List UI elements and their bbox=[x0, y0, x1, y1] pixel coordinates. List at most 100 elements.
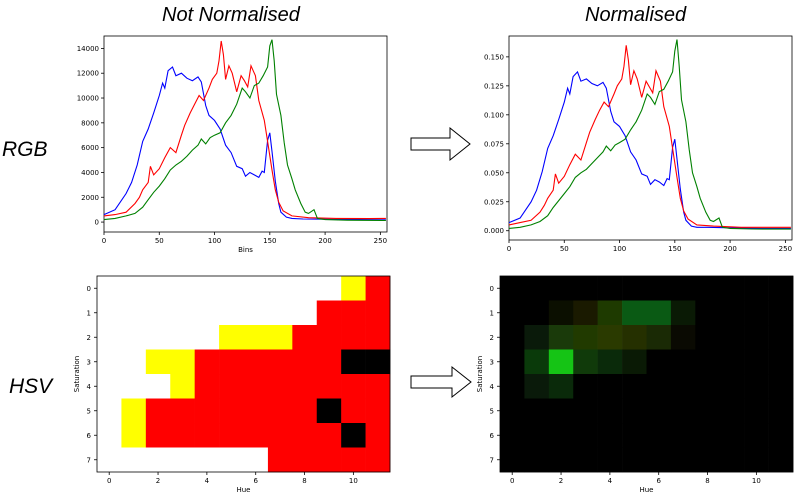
heatmap-cell bbox=[365, 423, 391, 448]
heatmap-cell bbox=[597, 349, 623, 375]
y-tick-label: 4000 bbox=[81, 169, 99, 177]
x-tick-label: 4 bbox=[205, 477, 210, 485]
x-axis-label: Bins bbox=[238, 246, 253, 254]
y-tick-label: 6 bbox=[490, 432, 495, 440]
y-tick-label: 0.150 bbox=[484, 53, 504, 61]
heatmap-cell bbox=[243, 276, 269, 301]
x-tick-label: 6 bbox=[253, 477, 258, 485]
heatmap-cell bbox=[597, 423, 623, 448]
x-tick-label: 10 bbox=[349, 477, 358, 485]
x-tick-label: 250 bbox=[779, 245, 792, 253]
heatmap-cell bbox=[121, 374, 147, 399]
heatmap-cell bbox=[524, 398, 550, 424]
x-tick-label: 50 bbox=[155, 237, 164, 245]
y-tick-label: 4 bbox=[87, 383, 92, 391]
heatmap-cell bbox=[194, 374, 220, 399]
heatmap-cell bbox=[292, 398, 318, 424]
heatmap-cell bbox=[341, 349, 366, 375]
heatmap-cell bbox=[768, 325, 794, 350]
heatmap-cell bbox=[316, 325, 342, 350]
x-tick-label: 2 bbox=[156, 477, 160, 485]
hsv-heatmap-normalised: 0 2 4 6 8 10 0 1 2 3 4 5 6 7 Hue Saturation bbox=[476, 275, 794, 494]
heatmap-cell bbox=[267, 276, 293, 301]
heatmap-cell bbox=[695, 398, 721, 424]
heatmap-cell bbox=[219, 276, 244, 301]
heatmap-cell bbox=[695, 423, 721, 448]
heatmap-cell bbox=[194, 423, 220, 448]
x-tick-label: 250 bbox=[374, 237, 387, 245]
heatmap-cell bbox=[121, 300, 147, 326]
heatmap-cell bbox=[194, 447, 220, 473]
heatmap-cell bbox=[622, 325, 647, 350]
y-tick-label: 0.025 bbox=[484, 198, 504, 206]
heatmap-cell bbox=[719, 276, 745, 301]
heatmap-cell bbox=[145, 423, 171, 448]
heatmap-cell bbox=[341, 374, 366, 399]
heatmap-cell bbox=[243, 374, 269, 399]
heatmap-cell bbox=[573, 398, 598, 424]
heatmap-cell bbox=[365, 300, 391, 326]
x-tick-label: 0 bbox=[102, 237, 106, 245]
heatmap-cell bbox=[548, 447, 574, 473]
heatmap-cell bbox=[219, 300, 244, 326]
y-tick-label: 0.125 bbox=[484, 82, 504, 90]
heatmap-cell bbox=[145, 300, 171, 326]
heatmap-cell bbox=[500, 276, 525, 301]
heatmap-cell bbox=[695, 374, 721, 399]
series-line-0 bbox=[508, 70, 791, 229]
heatmap-cell bbox=[548, 300, 574, 326]
heatmap-cell bbox=[597, 398, 623, 424]
heatmap-cell bbox=[267, 300, 293, 326]
heatmap-cell bbox=[719, 349, 745, 375]
y-tick-label: 7 bbox=[490, 456, 494, 464]
heatmap-cell bbox=[548, 325, 574, 350]
heatmap-cell bbox=[500, 349, 525, 375]
heatmap-cell bbox=[267, 374, 293, 399]
header-not-normalised: Not Normalised bbox=[162, 4, 300, 26]
heatmap-cell bbox=[219, 447, 244, 473]
heatmap-cell bbox=[500, 325, 525, 350]
heatmap-cell bbox=[524, 374, 550, 399]
x-axis-label: Hue bbox=[639, 486, 653, 494]
arrow-right-icon bbox=[410, 365, 472, 399]
heatmap-cell bbox=[622, 300, 647, 326]
heatmap-cell bbox=[500, 423, 525, 448]
heatmap-cell bbox=[97, 423, 122, 448]
heatmap-cell bbox=[145, 447, 171, 473]
y-tick-label: 0 bbox=[87, 285, 91, 293]
heatmap-cell bbox=[194, 300, 220, 326]
heatmap-cell bbox=[573, 374, 598, 399]
heatmap-cell bbox=[597, 300, 623, 326]
x-tick-label: 0 bbox=[510, 477, 514, 485]
heatmap-cell bbox=[194, 398, 220, 424]
heatmap-cell bbox=[365, 374, 391, 399]
x-tick-label: 200 bbox=[723, 245, 736, 253]
y-tick-label: 4 bbox=[490, 383, 495, 391]
series-line-1 bbox=[508, 45, 791, 228]
heatmap-cell bbox=[573, 276, 598, 301]
heatmap-cell bbox=[744, 325, 769, 350]
y-axis-label: Saturation bbox=[476, 356, 484, 393]
heatmap-cell bbox=[267, 398, 293, 424]
heatmap-cell bbox=[573, 300, 598, 326]
heatmap-cell bbox=[719, 423, 745, 448]
heatmap-cell bbox=[768, 447, 794, 473]
arrow-right-icon bbox=[410, 126, 471, 162]
heatmap-cell bbox=[365, 325, 391, 350]
y-tick-label: 0.100 bbox=[484, 111, 504, 119]
x-tick-label: 0 bbox=[507, 245, 511, 253]
heatmap-cell bbox=[768, 423, 794, 448]
heatmap-cell bbox=[170, 447, 195, 473]
heatmap-cell bbox=[267, 447, 293, 473]
heatmap-cell bbox=[744, 423, 769, 448]
heatmap-cell bbox=[695, 447, 721, 473]
heatmap-cell bbox=[121, 447, 147, 473]
heatmap-cell bbox=[292, 300, 318, 326]
heatmap-cell bbox=[341, 325, 366, 350]
y-tick-label: 8000 bbox=[81, 119, 99, 127]
y-tick-label: 2 bbox=[87, 334, 91, 342]
x-tick-label: 200 bbox=[318, 237, 331, 245]
heatmap-cell bbox=[145, 276, 171, 301]
heatmap-cell bbox=[646, 423, 672, 448]
